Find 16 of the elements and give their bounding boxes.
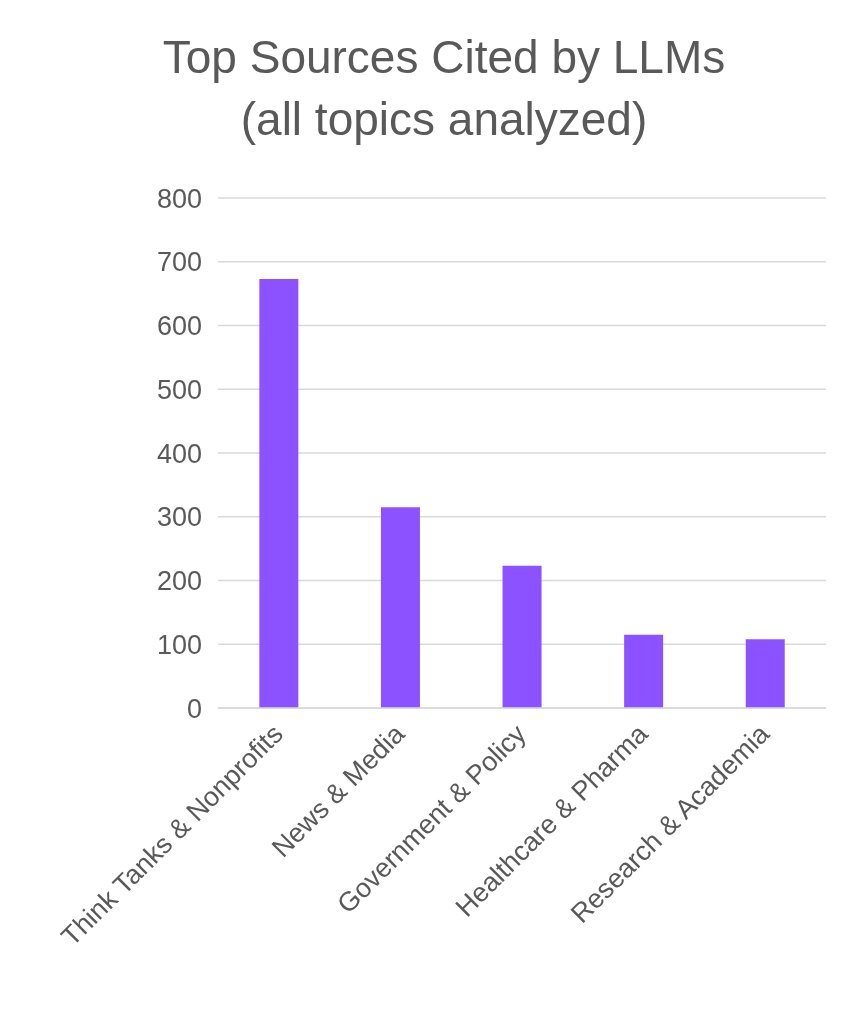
chart-subtitle: (all topics analyzed) bbox=[239, 92, 649, 147]
y-tick-label: 0 bbox=[186, 693, 202, 724]
y-tick-label: 600 bbox=[156, 311, 202, 342]
y-tick-label: 400 bbox=[156, 438, 202, 469]
bar bbox=[259, 278, 299, 708]
y-tick-label: 300 bbox=[156, 502, 202, 533]
bar bbox=[745, 639, 785, 708]
bar bbox=[380, 507, 420, 708]
bar bbox=[502, 565, 542, 708]
y-tick-label: 800 bbox=[156, 183, 202, 214]
y-tick-label: 700 bbox=[156, 247, 202, 278]
y-tick-label: 500 bbox=[156, 374, 202, 405]
bar bbox=[624, 634, 664, 708]
chart-title: Top Sources Cited by LLMs bbox=[161, 30, 727, 85]
y-tick-label: 200 bbox=[156, 566, 202, 597]
y-tick-label: 100 bbox=[156, 629, 202, 660]
